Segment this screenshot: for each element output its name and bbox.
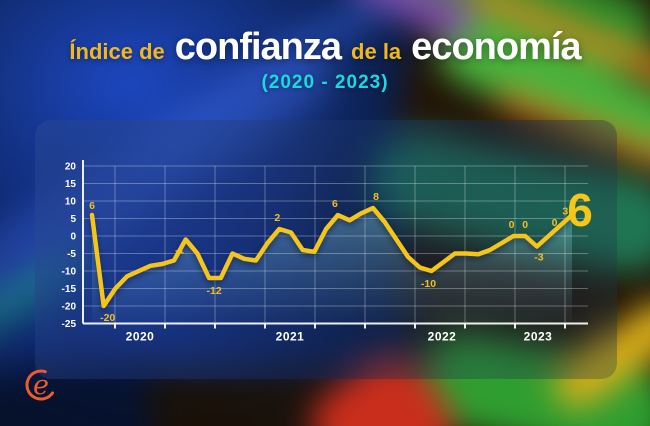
- y-axis-tick-label: 10: [65, 197, 77, 208]
- point-value-label: -12: [207, 285, 222, 297]
- title-block: Índice de confianza de la economía (2020…: [0, 26, 650, 94]
- y-axis-tick-label: 20: [65, 162, 77, 173]
- x-axis-year-label: 2023: [524, 330, 553, 344]
- point-value-label: -1: [175, 245, 184, 257]
- x-axis-year-label: 2020: [126, 330, 155, 344]
- brand-logo-mark: e: [25, 369, 54, 401]
- y-axis-tick-label: -15: [62, 284, 77, 295]
- point-value-label: 0: [509, 219, 515, 231]
- title-part-2: confianza: [174, 26, 342, 68]
- y-axis-tick-label: -5: [67, 249, 76, 260]
- y-axis-tick-label: -10: [62, 267, 77, 278]
- point-value-label: 0: [522, 219, 528, 231]
- confidence-index-line: [89, 205, 575, 309]
- y-axis-tick-label: 5: [70, 214, 76, 225]
- y-axis-tick-label: -20: [62, 302, 77, 313]
- point-value-label: 0: [552, 217, 558, 229]
- y-axis-tick-label: 0: [70, 232, 76, 243]
- point-value-label: 6: [89, 200, 95, 212]
- y-axis-tick-label: 15: [65, 179, 77, 190]
- logo-letter: e: [33, 370, 49, 401]
- y-axis-tick-label: -25: [62, 319, 77, 330]
- point-value-label: 8: [373, 191, 379, 203]
- point-value-label: -20: [100, 312, 115, 324]
- area-fill: [92, 208, 572, 324]
- page-title: Índice de confianza de la economía: [0, 26, 650, 69]
- subtitle-years: (2020 - 2023): [261, 72, 389, 93]
- final-value-label: 6: [567, 184, 593, 236]
- x-axis-year-label: 2021: [276, 330, 305, 344]
- point-value-label: 6: [332, 198, 338, 210]
- title-part-4: economía: [411, 26, 581, 68]
- title-part-3: de la: [351, 39, 402, 64]
- logo-swirl-icon: [25, 369, 54, 401]
- title-part-1: Índice de: [69, 39, 165, 64]
- point-value-label: 3: [562, 206, 568, 218]
- point-value-label: -10: [421, 278, 436, 290]
- brand-logo: e: [20, 364, 64, 410]
- point-value-label: -3: [534, 252, 543, 264]
- x-axis-year-label: 2022: [428, 330, 457, 344]
- point-value-label: 2: [274, 212, 280, 224]
